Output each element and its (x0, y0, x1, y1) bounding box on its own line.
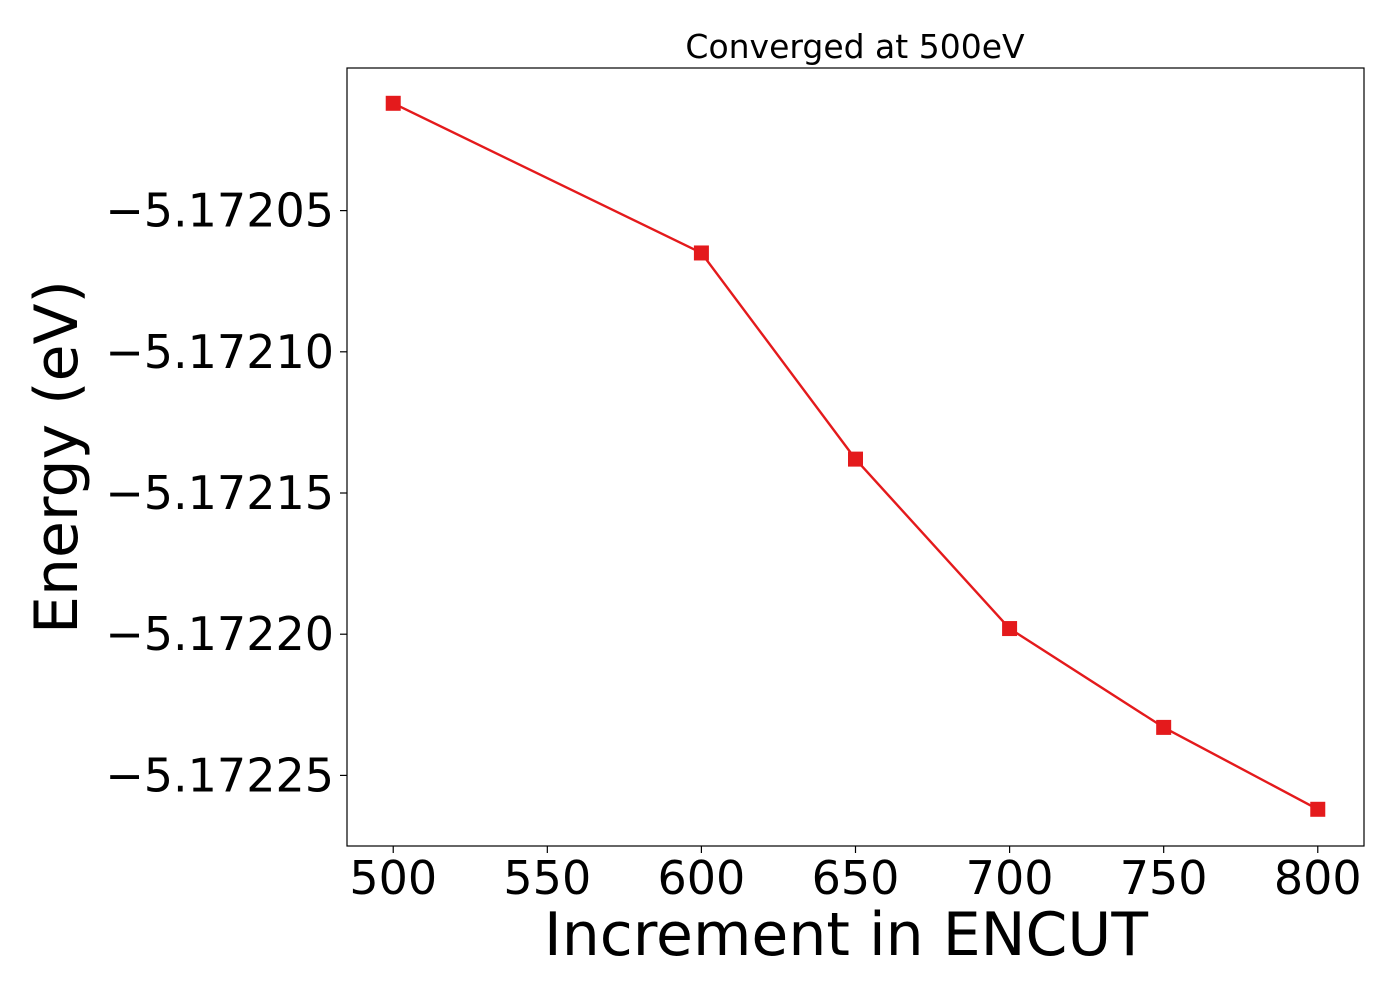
x-tick-label: 800 (1274, 851, 1362, 905)
data-point-marker (385, 95, 401, 111)
series-layer (385, 95, 1326, 817)
y-tick-label: −5.17220 (105, 607, 334, 661)
data-point-marker (1002, 621, 1018, 637)
data-point-marker (1156, 719, 1172, 735)
x-tick-label: 700 (966, 851, 1054, 905)
data-point-marker (1310, 801, 1326, 817)
x-axis-label: Increment in ENCUT (544, 900, 1148, 970)
x-tick-label: 650 (812, 851, 900, 905)
y-tick-label: −5.17210 (105, 325, 334, 379)
data-point-marker (693, 245, 709, 261)
x-tick-label: 550 (503, 851, 591, 905)
x-tick-label: 600 (658, 851, 746, 905)
x-tick-label: 500 (349, 851, 437, 905)
y-axis-label: Energy (eV) (22, 280, 92, 634)
data-point-marker (848, 451, 863, 467)
y-tick-label: −5.17215 (105, 466, 334, 520)
y-axis-ticks: −5.17205 −5.17210 −5.17215 −5.17220 −5.17225 (105, 184, 347, 802)
y-tick-label: −5.17225 (105, 748, 334, 802)
x-axis-ticks: 500 550 600 650 700 750 800 (349, 846, 1362, 905)
chart-title: Converged at 500eV (685, 27, 1025, 66)
y-tick-label: −5.17205 (105, 184, 334, 238)
x-tick-label: 750 (1120, 851, 1208, 905)
series-line (392, 102, 1319, 811)
